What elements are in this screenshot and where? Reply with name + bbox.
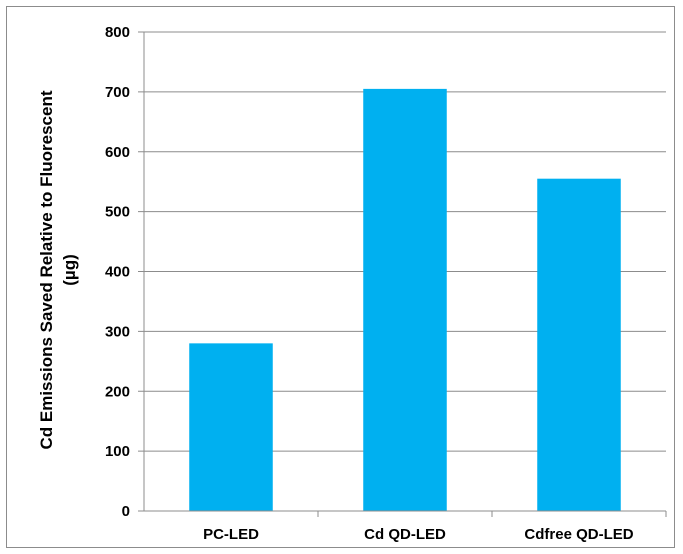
y-tick-label: 700 [105, 84, 130, 101]
bar-cd-qd-led [363, 88, 447, 511]
y-tick-label: 100 [105, 443, 130, 460]
x-category-label: Cdfree QD-LED [524, 526, 633, 543]
bar-pc-led [189, 343, 273, 511]
x-category-label: Cd QD-LED [364, 526, 446, 543]
y-tick-label: 500 [105, 204, 130, 221]
x-category-labels: PC-LED Cd QD-LED Cdfree QD-LED [203, 526, 634, 543]
y-axis-label-line2: (µg) [60, 254, 79, 286]
y-tick-label: 200 [105, 383, 130, 400]
bars [189, 88, 621, 511]
x-category-label: PC-LED [203, 526, 259, 543]
y-axis-label-line1: Cd Emissions Saved Relative to Fluoresce… [37, 90, 56, 449]
axes [138, 31, 667, 517]
y-tick-label: 400 [105, 264, 130, 281]
y-tick-labels: 0 100 200 300 400 500 600 700 800 [105, 24, 130, 520]
y-tick-label: 800 [105, 24, 130, 41]
y-tick-label: 300 [105, 323, 130, 340]
bar-cdfree-qd-led [537, 178, 621, 511]
y-tick-label: 0 [122, 503, 130, 520]
y-tick-label: 600 [105, 144, 130, 161]
